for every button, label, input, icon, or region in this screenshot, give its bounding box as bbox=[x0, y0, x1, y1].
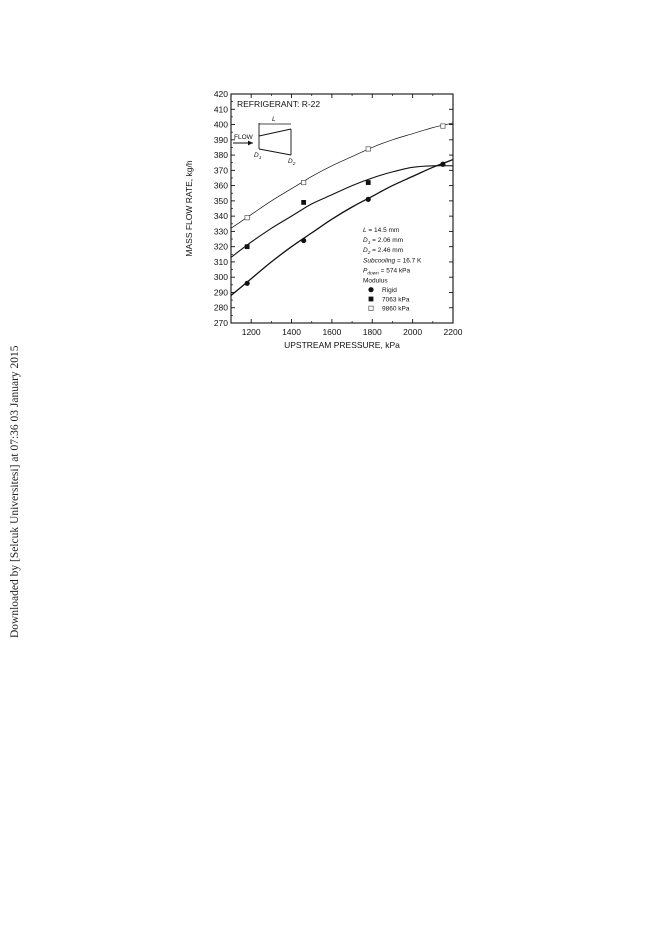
data-point-series-3 bbox=[301, 179, 307, 186]
tube-top-wall bbox=[258, 128, 292, 137]
legend-marker bbox=[368, 287, 374, 293]
annotation-line: Subcooling = 16.7 K bbox=[363, 257, 422, 264]
data-point-series-1 bbox=[440, 161, 446, 167]
y-tick-label: 280 bbox=[214, 303, 228, 313]
y-axis-title: MASS FLOW RATE, kg/h bbox=[184, 160, 194, 256]
data-point-series-1 bbox=[301, 237, 307, 244]
legend-item-2: 7063 kPa bbox=[368, 296, 410, 303]
data-point-series-3 bbox=[440, 123, 446, 129]
legend-label: 9860 kPa bbox=[382, 306, 410, 313]
y-tick-label: 350 bbox=[214, 196, 228, 206]
legend-label: Rigid bbox=[382, 287, 397, 294]
annotation-line: Pdown = 574 kPa bbox=[363, 267, 410, 276]
y-tick-label: 290 bbox=[214, 287, 228, 297]
y-tick-label: 390 bbox=[214, 135, 228, 145]
length-label: L bbox=[272, 116, 276, 123]
fit-curve-2 bbox=[231, 165, 453, 258]
legend-marker bbox=[368, 296, 374, 302]
x-tick-label: 1800 bbox=[363, 327, 382, 337]
flow-arrow-head bbox=[248, 140, 253, 146]
download-watermark: Downloaded by [Selcuk Universitesi] at 0… bbox=[9, 345, 21, 638]
annotation-line: L = 14.5 mm bbox=[363, 227, 399, 234]
y-tick-label: 400 bbox=[214, 120, 228, 130]
data-point-series-2 bbox=[244, 244, 250, 250]
d2-label: D2 bbox=[288, 158, 296, 167]
annotation-line: D2 = 2.46 mm bbox=[363, 247, 403, 256]
d1-label: D1 bbox=[254, 152, 262, 161]
y-tick-label: 320 bbox=[214, 242, 228, 252]
plot-area: 270 280 290 300 310 320 330 340 350 360 370 380 390 4… bbox=[184, 89, 463, 350]
x-tick-label: 1200 bbox=[242, 327, 261, 337]
y-tick-label: 410 bbox=[214, 104, 228, 114]
annotation-line: D1 = 2.06 mm bbox=[363, 237, 403, 246]
x-tick-label: 1600 bbox=[322, 327, 341, 337]
data-point-series-3 bbox=[365, 146, 371, 152]
legend-item-3: 9860 kPa bbox=[368, 305, 410, 313]
y-tick-label: 270 bbox=[214, 318, 228, 328]
data-point-series-1 bbox=[244, 280, 250, 286]
data-point-series-2 bbox=[301, 199, 307, 205]
plot-frame bbox=[230, 93, 454, 324]
fit-curve-1 bbox=[231, 158, 453, 297]
data-point-series-3 bbox=[244, 215, 250, 221]
y-tick-label: 380 bbox=[214, 150, 228, 160]
y-tick-label: 300 bbox=[214, 272, 228, 282]
y-tick-label: 340 bbox=[214, 211, 228, 221]
y-tick-label: 370 bbox=[214, 165, 228, 175]
y-tick-label: 420 bbox=[214, 89, 228, 99]
tube-geometry-inset: FLOW L D1 D2 bbox=[233, 116, 296, 167]
legend-title: Modulus bbox=[363, 278, 388, 285]
fit-curve-3 bbox=[231, 122, 453, 229]
flow-label: FLOW bbox=[234, 134, 254, 141]
y-tick-label: 310 bbox=[214, 257, 228, 267]
x-tick-label: 1400 bbox=[282, 327, 301, 337]
x-axis-title: UPSTREAM PRESSURE, kPa bbox=[284, 340, 400, 350]
download-watermark-text: Downloaded by [Selcuk Universitesi] at 0… bbox=[9, 345, 21, 638]
x-tick-label: 2000 bbox=[403, 327, 422, 337]
legend-marker bbox=[368, 305, 374, 311]
data-point-series-2 bbox=[365, 180, 371, 185]
y-tick-label: 360 bbox=[214, 181, 228, 191]
x-tick-label: 2200 bbox=[444, 327, 463, 337]
legend-label: 7063 kPa bbox=[382, 296, 410, 303]
y-tick-label: 330 bbox=[214, 226, 228, 236]
legend-item-1: Rigid bbox=[368, 287, 397, 294]
data-point-series-1 bbox=[365, 196, 371, 202]
tube-bottom-wall bbox=[258, 148, 292, 156]
plot-title: REFRIGERANT: R-22 bbox=[237, 99, 320, 109]
